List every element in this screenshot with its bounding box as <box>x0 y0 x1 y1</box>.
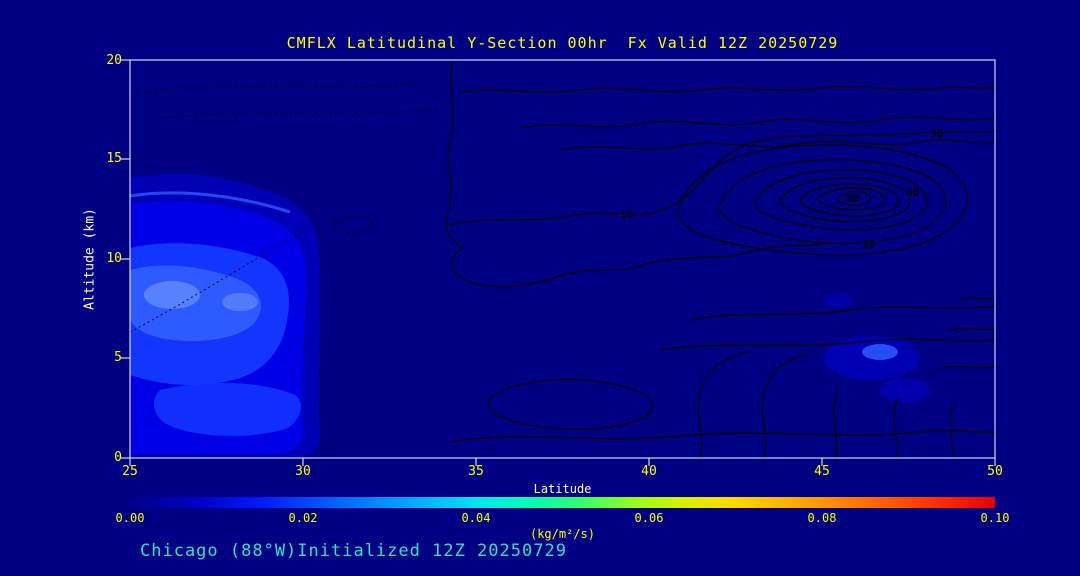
contour-lines <box>445 61 995 458</box>
contour-label-10: 10 <box>620 208 633 221</box>
colorbar-tick-000: 0.00 <box>115 511 145 525</box>
colorbar-units-label: (kg/m²/s) <box>529 527 596 541</box>
contour-label-30b: 30 <box>930 127 943 140</box>
x-tick-35: 35 <box>468 464 484 479</box>
colorbar-tick-010: 0.10 <box>980 511 1010 525</box>
colorbar <box>130 497 995 508</box>
x-tick-25: 25 <box>122 464 138 479</box>
chart-title: CMFLX Latitudinal Y-Section 00hr Fx Vali… <box>286 34 839 52</box>
x-axis-label: Latitude <box>533 482 592 496</box>
colorbar-tick-002: 0.02 <box>288 511 318 525</box>
colorbar-tick-004: 0.04 <box>461 511 491 525</box>
x-tick-30: 30 <box>295 464 311 479</box>
contour-value-labels: 10 40 90 30 30 <box>618 125 945 253</box>
colorbar-tick-008: 0.08 <box>807 511 837 525</box>
contour-label-90: 90 <box>846 192 859 205</box>
dotted-contours <box>130 83 441 333</box>
y-tick-20: 20 <box>106 53 122 68</box>
contour-label-40: 40 <box>906 186 919 199</box>
y-tick-5: 5 <box>114 350 122 365</box>
y-tick-15: 15 <box>106 151 122 166</box>
contour-label-30: 30 <box>862 238 875 251</box>
x-tick-50: 50 <box>987 464 1003 479</box>
station-init-label: Chicago (88°W)Initialized 12Z 20250729 <box>140 541 567 561</box>
colorbar-tick-006: 0.06 <box>634 511 664 525</box>
axis-tick-marks <box>121 59 996 466</box>
x-tick-45: 45 <box>814 464 830 479</box>
y-tick-10: 10 <box>106 251 122 266</box>
y-tick-0: 0 <box>114 450 122 465</box>
shaded-flux-cells <box>130 173 930 458</box>
x-tick-40: 40 <box>641 464 657 479</box>
